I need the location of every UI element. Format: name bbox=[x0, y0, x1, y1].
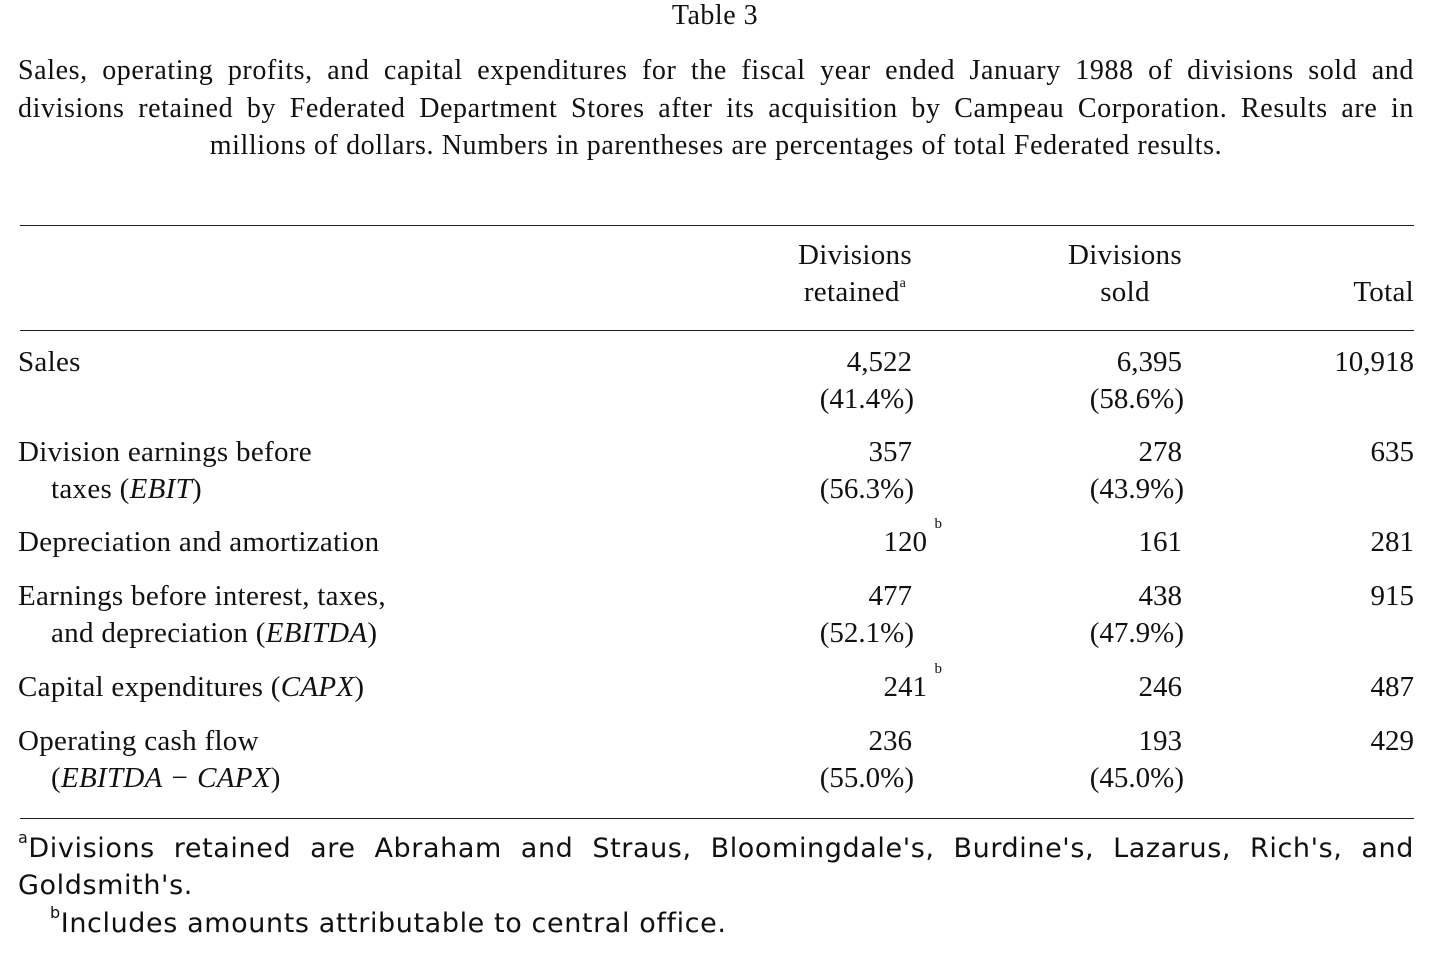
cell-sales-retained-pct: (41.4%) bbox=[819, 383, 914, 415]
footnote-marker-a: a bbox=[899, 276, 907, 291]
cell-cashflow-retained-pct: (55.0%) bbox=[819, 762, 914, 794]
cell-depreciation-sold: 161 bbox=[1138, 526, 1183, 558]
cell-cashflow-sold-pct: (45.0%) bbox=[1089, 762, 1184, 794]
row-label-depreciation: Depreciation and amortization bbox=[18, 526, 380, 558]
column-header-divisions-retained: Divisions retaineda bbox=[760, 237, 950, 311]
cell-ebit-sold: 278 bbox=[1138, 436, 1183, 468]
footnote-a-text: Divisions retained are Abraham and Strau… bbox=[18, 833, 1414, 901]
row-label-cashflow-line1: Operating cash flow bbox=[18, 725, 259, 757]
top-rule bbox=[20, 225, 1414, 226]
cell-cashflow-retained: 236 bbox=[868, 725, 913, 757]
column-header-retained-line2: retaineda bbox=[803, 276, 907, 308]
row-label-ebit-line1: Division earnings before bbox=[18, 436, 312, 468]
column-header-total: Total bbox=[1353, 276, 1414, 308]
row-label-ebitda-line2: and depreciation (EBITDA) bbox=[51, 617, 378, 649]
row-label-sales: Sales bbox=[18, 346, 81, 378]
row-label-cashflow: Operating cash flow (EBITDA − CAPX) bbox=[18, 723, 281, 797]
footnote-a-marker: a bbox=[18, 828, 29, 847]
column-header-sold-line1: Divisions bbox=[1068, 239, 1182, 271]
footnote-b-marker: b bbox=[50, 903, 61, 922]
table-caption: Sales, operating profits, and capital ex… bbox=[18, 55, 1414, 161]
bottom-rule bbox=[20, 818, 1414, 819]
footnote-b: bIncludes amounts attributable to centra… bbox=[50, 905, 1430, 942]
cell-ebit-total: 635 bbox=[1370, 436, 1415, 468]
cell-ebit-retained-pct: (56.3%) bbox=[819, 473, 914, 505]
row-label-cashflow-line2: (EBITDA − CAPX) bbox=[51, 762, 281, 794]
column-header-retained-line1: Divisions bbox=[798, 239, 912, 271]
cell-ebitda-retained-pct: (52.1%) bbox=[819, 617, 914, 649]
cell-capx-total: 487 bbox=[1370, 671, 1415, 703]
table-label: Table 3 bbox=[671, 0, 759, 31]
row-label-capx: Capital expenditures (CAPX) bbox=[18, 671, 365, 703]
cell-ebitda-sold: 438 bbox=[1138, 580, 1183, 612]
cell-depreciation-retained: 120 b bbox=[883, 516, 943, 559]
cell-ebitda-sold-pct: (47.9%) bbox=[1089, 617, 1184, 649]
cell-capx-retained: 241 b bbox=[883, 661, 943, 704]
cell-ebitda-total: 915 bbox=[1370, 580, 1415, 612]
header-rule bbox=[20, 330, 1414, 331]
cell-ebitda-retained: 477 bbox=[868, 580, 913, 612]
cell-sales-sold: 6,395 bbox=[1116, 346, 1182, 378]
cell-cashflow-total: 429 bbox=[1370, 725, 1415, 757]
column-header-sold-line2: sold bbox=[1100, 276, 1150, 308]
cell-capx-sold: 246 bbox=[1138, 671, 1183, 703]
cell-sales-total: 10,918 bbox=[1334, 346, 1414, 378]
cell-sales-retained: 4,522 bbox=[846, 346, 912, 378]
column-header-divisions-sold: Divisions sold bbox=[1030, 237, 1220, 311]
row-label-ebitda-line1: Earnings before interest, taxes, bbox=[18, 580, 386, 612]
footnote-b-text: Includes amounts attributable to central… bbox=[60, 908, 727, 939]
cell-sales-sold-pct: (58.6%) bbox=[1089, 383, 1184, 415]
row-label-ebit-line2: taxes (EBIT) bbox=[51, 473, 202, 505]
cell-depreciation-total: 281 bbox=[1370, 526, 1415, 558]
cell-cashflow-sold: 193 bbox=[1138, 725, 1183, 757]
row-label-ebitda: Earnings before interest, taxes, and dep… bbox=[18, 578, 386, 652]
cell-ebit-retained: 357 bbox=[868, 436, 913, 468]
cell-ebit-sold-pct: (43.9%) bbox=[1089, 473, 1184, 505]
row-label-ebit: Division earnings before taxes (EBIT) bbox=[18, 434, 312, 508]
footnote-a: aDivisions retained are Abraham and Stra… bbox=[18, 830, 1414, 904]
